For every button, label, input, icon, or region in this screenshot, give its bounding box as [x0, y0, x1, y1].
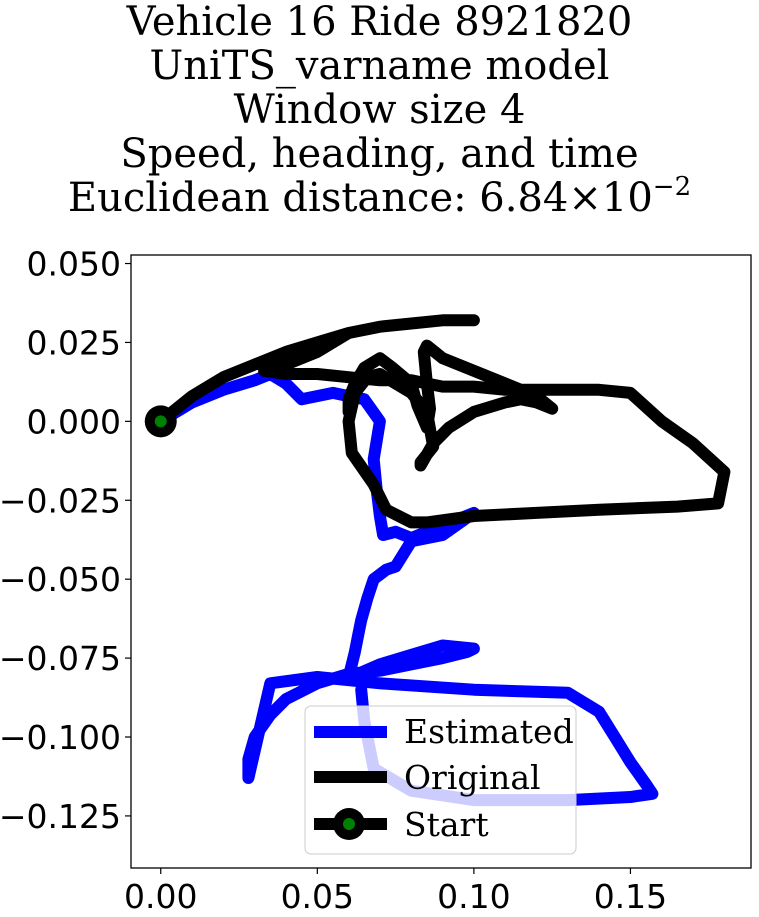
x-tick-label: 0.15 — [594, 877, 667, 916]
title-line-2: UniTS_varname model — [149, 43, 610, 89]
title-line-3: Window size 4 — [233, 87, 526, 133]
series-layer — [144, 314, 731, 807]
legend-estimated-label: Estimated — [404, 712, 574, 751]
legend: Estimated Original Start — [304, 705, 577, 855]
y-tick-label: −0.100 — [0, 718, 121, 757]
y-tick-label: 0.025 — [27, 323, 121, 362]
x-tick-label: 0.00 — [124, 877, 197, 916]
legend-start-label: Start — [404, 805, 489, 844]
original-series-line — [154, 314, 731, 529]
x-tick-label: 0.10 — [437, 877, 510, 916]
y-tick-label: −0.050 — [0, 560, 121, 599]
legend-original-label: Original — [404, 758, 541, 797]
y-tick-label: −0.025 — [0, 481, 121, 520]
plot-frame — [130, 254, 752, 869]
x-tick-label: 0.05 — [281, 877, 354, 916]
chart-title: Vehicle 16 Ride 8921820 UniTS_varname mo… — [0, 0, 759, 225]
axis-layer: 0.00 0.05 0.10 0.15 0.050 0.025 0.000 −0.025 −0.… — [0, 245, 667, 916]
title-line-5: Euclidean distance: 6.84×10−2 — [0, 172, 759, 225]
title-distance-prefix: Euclidean distance: 6.84 — [67, 175, 569, 221]
legend-box — [304, 705, 577, 855]
estimated-series-line — [154, 368, 659, 807]
y-tick-label: 0.000 — [27, 402, 121, 441]
title-distance-exponent: −2 — [652, 172, 692, 202]
title-line-4: Speed, heading, and time — [120, 131, 639, 177]
legend-start-marker-center — [343, 818, 355, 830]
title-distance-base: 10 — [601, 175, 653, 221]
y-tick-label: −0.075 — [0, 639, 121, 678]
start-marker-center — [154, 415, 167, 428]
y-tick-label: 0.050 — [27, 245, 121, 284]
y-tick-label: −0.125 — [0, 797, 121, 836]
title-line-1: Vehicle 16 Ride 8921820 — [126, 0, 633, 45]
title-distance-times: × — [568, 175, 602, 221]
